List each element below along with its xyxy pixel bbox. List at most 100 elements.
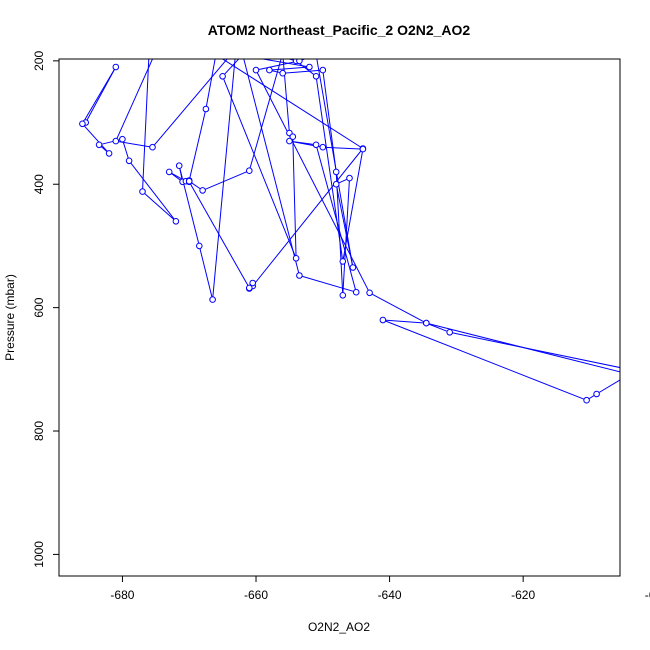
data-point xyxy=(306,63,313,71)
series-segment xyxy=(205,59,216,110)
y-axis: 200 400 600 800 1000 xyxy=(32,51,59,568)
series-segment xyxy=(315,76,344,262)
data-point xyxy=(202,105,210,113)
x-axis: -680 -660 -640 -620 -600 xyxy=(110,576,650,602)
data-point xyxy=(249,279,256,287)
series-segment xyxy=(115,59,154,142)
y-tick-label: 800 xyxy=(32,421,46,441)
series-segment xyxy=(149,50,156,52)
x-axis-label: O2N2_AO2 xyxy=(308,620,370,634)
data-point xyxy=(196,242,203,250)
series-segment xyxy=(81,66,117,125)
series-segment xyxy=(252,148,364,287)
series-segment xyxy=(255,69,371,294)
data-point xyxy=(79,120,86,128)
data-point xyxy=(379,316,387,324)
y-tick-label: 200 xyxy=(32,51,46,71)
series-segment xyxy=(202,170,250,191)
x-tick-label: -640 xyxy=(378,588,402,602)
data-point xyxy=(289,133,297,140)
data-point xyxy=(286,137,293,145)
data-point xyxy=(105,150,113,157)
data-point xyxy=(266,66,273,74)
data-point xyxy=(319,143,327,151)
data-point xyxy=(252,66,260,74)
data-point xyxy=(199,187,206,194)
series-segment xyxy=(299,275,357,293)
series-segment xyxy=(596,379,620,395)
data-point xyxy=(446,329,454,336)
data-point xyxy=(319,66,327,74)
series-segment xyxy=(292,136,297,259)
data-point xyxy=(112,63,120,71)
data-point xyxy=(296,59,303,65)
data-point xyxy=(246,284,253,292)
data-point xyxy=(339,258,347,265)
data-point xyxy=(279,69,287,77)
y-tick-label: 400 xyxy=(32,174,46,194)
data-point xyxy=(219,73,226,80)
y-tick-label: 600 xyxy=(32,297,46,317)
data-point xyxy=(366,289,373,297)
data-point xyxy=(172,218,180,225)
data-point xyxy=(125,157,133,165)
series-segment xyxy=(188,181,250,289)
data-point xyxy=(95,141,103,149)
series-segment xyxy=(152,59,228,148)
x-tick-label: -660 xyxy=(244,588,268,602)
series-segment xyxy=(382,319,427,324)
data-point xyxy=(312,73,320,80)
data-point xyxy=(359,145,367,153)
data-point xyxy=(149,143,156,151)
y-tick-label: 1000 xyxy=(32,541,46,568)
x-tick-label: -620 xyxy=(511,588,535,602)
y-axis-label: Pressure (mbar) xyxy=(3,274,17,361)
data-point xyxy=(175,162,183,169)
plot-frame xyxy=(58,58,621,577)
series-segment xyxy=(212,59,236,300)
data-point xyxy=(423,319,430,327)
series-segment xyxy=(248,59,282,171)
series-segment xyxy=(426,322,450,333)
series-segment xyxy=(282,59,290,134)
data-point xyxy=(346,174,353,182)
series-segment xyxy=(255,60,300,71)
series-segment xyxy=(382,319,587,401)
data-point xyxy=(593,390,600,398)
data-point xyxy=(119,135,126,143)
series-segment xyxy=(198,245,214,300)
series-segment xyxy=(369,292,427,324)
plot-area xyxy=(79,50,646,404)
series-segment xyxy=(142,59,150,192)
data-point xyxy=(112,137,120,145)
series-segment xyxy=(322,146,363,150)
data-point xyxy=(339,292,347,299)
series-group xyxy=(79,50,646,404)
data-point xyxy=(246,167,253,174)
data-point xyxy=(165,168,173,176)
data-point xyxy=(332,168,340,176)
series-segment xyxy=(82,123,110,154)
data-point xyxy=(332,180,340,188)
data-point xyxy=(583,396,590,404)
series-segment xyxy=(322,70,337,172)
data-point xyxy=(296,272,303,279)
data-point xyxy=(352,288,360,296)
series-segment xyxy=(426,322,620,373)
data-point xyxy=(312,141,320,149)
series-segment xyxy=(243,59,300,276)
series-segment xyxy=(316,59,354,268)
series-segment xyxy=(282,69,323,74)
data-point xyxy=(139,188,146,195)
series-segment xyxy=(142,191,177,222)
series-segment xyxy=(449,331,620,369)
series-segment xyxy=(222,76,297,259)
data-point xyxy=(209,296,216,303)
data-point xyxy=(185,177,193,185)
series-segment xyxy=(236,52,256,58)
series-segment xyxy=(221,59,364,149)
series-segment xyxy=(623,378,646,379)
data-point xyxy=(292,254,300,262)
chart-title: ATOM2 Northeast_Pacific_2 O2N2_AO2 xyxy=(208,22,471,38)
